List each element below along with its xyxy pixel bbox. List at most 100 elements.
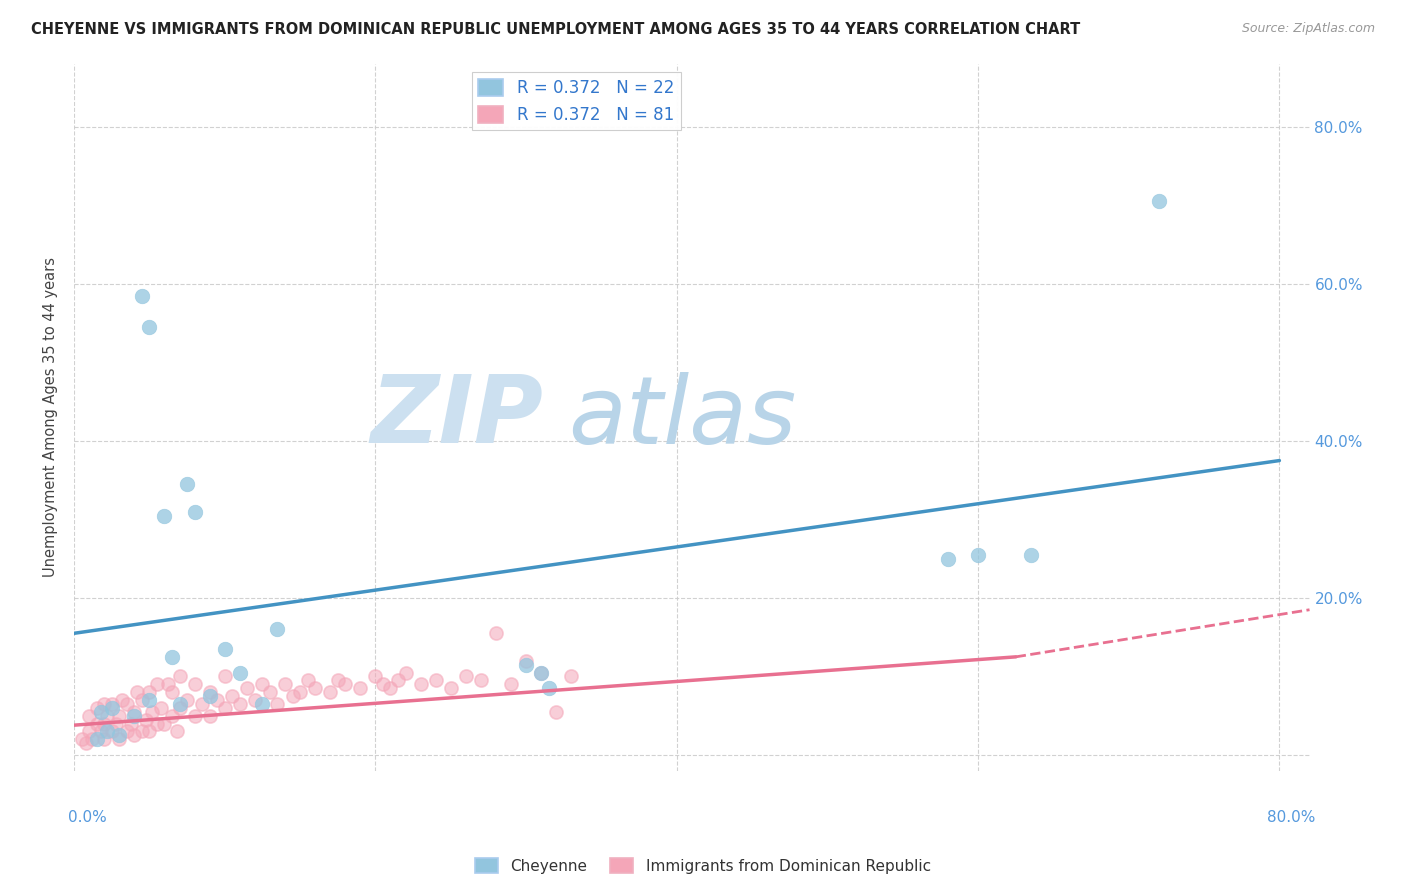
Point — [82, 732, 104, 747]
Point — [156, 677, 179, 691]
Point — [146, 716, 169, 731]
Point — [198, 708, 221, 723]
Point — [252, 697, 274, 711]
Text: 80.0%: 80.0% — [1267, 810, 1316, 824]
Point — [153, 508, 176, 523]
Point — [304, 681, 326, 696]
Point — [380, 681, 402, 696]
Point — [288, 685, 311, 699]
Point — [108, 732, 131, 747]
Text: 0.0%: 0.0% — [67, 810, 107, 824]
Point — [115, 724, 138, 739]
Text: Source: ZipAtlas.com: Source: ZipAtlas.com — [1241, 22, 1375, 36]
Point — [90, 724, 112, 739]
Point — [169, 697, 191, 711]
Point — [124, 708, 146, 723]
Point — [166, 724, 188, 739]
Point — [138, 320, 160, 334]
Point — [243, 693, 266, 707]
Point — [335, 677, 357, 691]
Point — [160, 649, 183, 664]
Point — [259, 685, 281, 699]
Point — [967, 548, 990, 562]
Point — [105, 716, 128, 731]
Point — [530, 665, 553, 680]
Point — [266, 697, 288, 711]
Point — [470, 673, 492, 688]
Point — [176, 477, 198, 491]
Point — [214, 701, 236, 715]
Point — [319, 685, 342, 699]
Point — [96, 708, 118, 723]
Point — [141, 705, 163, 719]
Point — [198, 685, 221, 699]
Point — [409, 677, 432, 691]
Point — [214, 642, 236, 657]
Point — [138, 685, 160, 699]
Point — [205, 693, 228, 707]
Text: ZIP: ZIP — [371, 371, 544, 463]
Point — [146, 677, 169, 691]
Point — [96, 724, 118, 739]
Point — [440, 681, 463, 696]
Point — [183, 708, 205, 723]
Point — [135, 713, 157, 727]
Point — [546, 705, 568, 719]
Point — [1019, 548, 1042, 562]
Point — [93, 697, 115, 711]
Point — [229, 665, 252, 680]
Legend: Cheyenne, Immigrants from Dominican Republic: Cheyenne, Immigrants from Dominican Repu… — [470, 852, 936, 880]
Point — [560, 669, 582, 683]
Point — [90, 705, 112, 719]
Point — [169, 669, 191, 683]
Point — [214, 669, 236, 683]
Point — [349, 681, 371, 696]
Point — [297, 673, 319, 688]
Point — [1147, 194, 1170, 209]
Point — [127, 685, 149, 699]
Point — [537, 681, 560, 696]
Point — [100, 701, 122, 715]
Point — [86, 701, 108, 715]
Point — [93, 716, 115, 731]
Point — [530, 665, 553, 680]
Point — [77, 724, 100, 739]
Point — [387, 673, 409, 688]
Point — [70, 732, 93, 747]
Point — [124, 705, 146, 719]
Point — [124, 728, 146, 742]
Text: atlas: atlas — [568, 372, 797, 463]
Point — [131, 693, 153, 707]
Y-axis label: Unemployment Among Ages 35 to 44 years: Unemployment Among Ages 35 to 44 years — [44, 258, 58, 577]
Point — [183, 677, 205, 691]
Point — [131, 288, 153, 302]
Point — [138, 693, 160, 707]
Point — [153, 716, 176, 731]
Point — [221, 689, 243, 703]
Point — [191, 697, 214, 711]
Point — [120, 716, 142, 731]
Point — [100, 724, 122, 739]
Point — [176, 693, 198, 707]
Point — [93, 732, 115, 747]
Point — [281, 689, 304, 703]
Point — [364, 669, 387, 683]
Point — [108, 708, 131, 723]
Point — [75, 736, 97, 750]
Point — [394, 665, 416, 680]
Point — [326, 673, 349, 688]
Point — [229, 697, 252, 711]
Point — [936, 551, 959, 566]
Point — [86, 732, 108, 747]
Point — [266, 623, 288, 637]
Point — [371, 677, 394, 691]
Point — [111, 693, 134, 707]
Point — [274, 677, 297, 691]
Point — [499, 677, 522, 691]
Point — [252, 677, 274, 691]
Point — [115, 697, 138, 711]
Point — [198, 689, 221, 703]
Point — [169, 701, 191, 715]
Point — [515, 654, 537, 668]
Point — [150, 701, 173, 715]
